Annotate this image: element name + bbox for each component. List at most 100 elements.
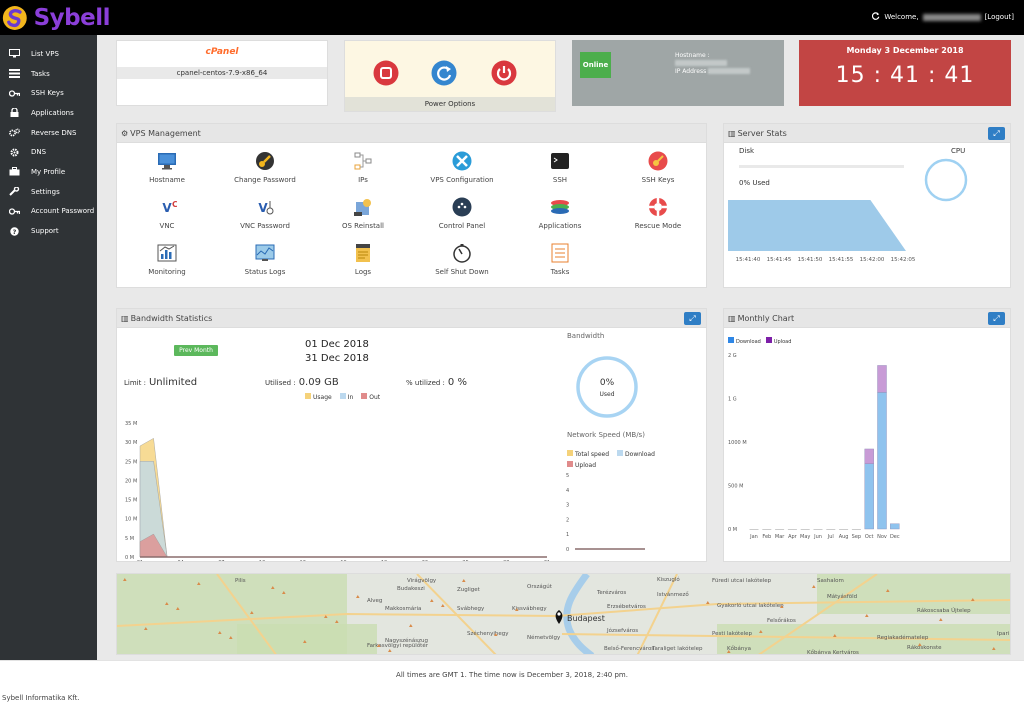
sidebar-item-label: SSH Keys [31, 89, 64, 98]
bandwidth-title: Bandwidth Statistics [130, 313, 213, 323]
map-peak-marker [282, 591, 286, 594]
vps-action-os-reinstall[interactable]: OS Reinstall [318, 197, 408, 230]
expand-button[interactable]: ⤢ [988, 312, 1005, 325]
sidebar-item-account-password[interactable]: Account Password [0, 202, 97, 222]
vps-action-hostname[interactable]: Hostname [122, 151, 212, 184]
vps-action-label: SSH [552, 176, 568, 184]
sidebar-item-my-profile[interactable]: My Profile [0, 162, 97, 182]
power-off-button[interactable] [491, 60, 517, 88]
brand-logo[interactable]: Sybell [0, 0, 111, 35]
map-label: Alveg [367, 598, 382, 604]
network-icon [354, 152, 372, 170]
vps-action-applications[interactable]: Applications [515, 197, 605, 230]
vps-action-ssh-keys[interactable]: SSH Keys [613, 151, 703, 184]
sybell-logo-icon [2, 5, 27, 30]
expand-button[interactable]: ⤢ [684, 312, 701, 325]
map-label: Terézváros [596, 589, 626, 596]
vps-action-change-password[interactable]: Change Password [220, 151, 310, 184]
bw-legend: Usage In Out [305, 393, 380, 401]
map-peak-marker [918, 643, 922, 646]
vps-action-control-panel[interactable]: Control Panel [417, 197, 507, 230]
bw-x-tick: 19 [381, 560, 387, 561]
vps-action-ips[interactable]: IPs [318, 151, 408, 184]
bw-x-tick: 22 [422, 560, 428, 561]
vps-action-rescue-mode[interactable]: Rescue Mode [613, 197, 703, 230]
username-redacted [922, 13, 981, 21]
sidebar-item-tasks[interactable]: Tasks [0, 64, 97, 84]
monitoring-icon [157, 244, 177, 262]
stop-button[interactable] [373, 60, 399, 88]
refresh-icon[interactable] [872, 12, 880, 22]
sidebar-item-dns[interactable]: DNS [0, 142, 97, 162]
bw-y-tick: 15 M [125, 498, 137, 504]
map-road [636, 574, 678, 654]
server-stats-chart: 15:41:40 15:41:45 15:41:50 15:41:55 15:42:00… [728, 200, 916, 263]
vps-action-logs[interactable]: Logs [318, 243, 408, 276]
sidebar-item-settings[interactable]: Settings [0, 182, 97, 202]
vps-action-vnc-password[interactable]: V VNC Password [220, 197, 310, 230]
limit-row: Limit : Unlimited [124, 377, 197, 388]
expand-button[interactable]: ⤢ [988, 127, 1005, 140]
limit-value: Unlimited [148, 377, 198, 388]
network-speed-chart: 0 1 2 3 4 5 [566, 473, 645, 553]
map-pin-icon[interactable] [555, 610, 563, 624]
map-canvas[interactable]: Pilis Virágvölgy Budakeszi Zugliget Országút… [117, 574, 1011, 655]
briefcase-icon [8, 167, 20, 177]
sidebar-item-applications[interactable]: Applications [0, 103, 97, 123]
vps-action-self-shut-down[interactable]: Self Shut Down [417, 243, 507, 276]
disk-bar [739, 165, 904, 168]
map-peak-marker [515, 608, 519, 611]
sidebar-item-reverse-dns[interactable]: Reverse DNS [0, 123, 97, 143]
vps-action-vnc[interactable]: V C VNC [122, 197, 212, 230]
monthly-bar-download [826, 529, 836, 530]
monthly-chart-title: Monthly Chart [737, 313, 795, 323]
monthly-x-tick: Apr [788, 534, 798, 540]
vps-action-status-logs[interactable]: Status Logs [220, 243, 310, 276]
lock-icon [8, 108, 20, 118]
vps-action-label: Control Panel [438, 222, 486, 230]
sidebar-item-list-vps[interactable]: List VPS [0, 44, 97, 64]
logout-link[interactable]: [Logout] [984, 13, 1014, 21]
bw-y-tick: 25 M [125, 459, 137, 465]
map-peak-marker [494, 633, 498, 636]
vps-action-vps-configuration[interactable]: VPS Configuration [417, 151, 507, 184]
monthly-x-tick: Jun [813, 534, 822, 540]
clock-card: Monday 3 December 2018 15 : 41 : 41 [799, 40, 1011, 106]
vps-management-header: ⚙ VPS Management [117, 124, 706, 143]
vps-action-monitoring[interactable]: Monitoring [122, 243, 212, 276]
sidebar-item-support[interactable]: ? Support [0, 221, 97, 241]
company-name: Sybell Informatika Kft. [2, 694, 80, 702]
vps-action-ssh[interactable]: SSH [515, 151, 605, 184]
location-map[interactable]: Pilis Virágvölgy Budakeszi Zugliget Országút… [116, 573, 1011, 655]
vps-management-title: VPS Management [130, 128, 201, 138]
gauge-sub: Used [599, 391, 615, 398]
legend-in: In [339, 393, 353, 401]
cpanel-card[interactable]: cPanel cpanel-centos-7.9-x86_64 [116, 40, 328, 106]
vps-action-label: OS Reinstall [342, 222, 384, 230]
stats-x-tick: 15:41:45 [767, 257, 792, 263]
svg-text:V: V [258, 201, 268, 215]
bw-x-tick: 25 [462, 560, 468, 561]
map-label: Felsőrákos [767, 617, 796, 624]
vps-action-tasks[interactable]: Tasks [515, 243, 605, 276]
monthly-bar-download [851, 529, 861, 530]
sidebar-item-label: Support [31, 227, 59, 236]
bw-x-tick: 13 [300, 560, 306, 561]
monthly-bar-download [749, 529, 759, 530]
sidebar-item-ssh-keys[interactable]: SSH Keys [0, 83, 97, 103]
map-peak-marker [430, 599, 434, 602]
restart-button[interactable] [431, 60, 457, 88]
control-panel-icon [452, 197, 472, 217]
sidebar-item-label: My Profile [31, 167, 66, 176]
monthly-x-tick: Nov [877, 534, 887, 540]
wrench-icon [8, 187, 20, 197]
prev-month-button[interactable]: Prev Month [174, 345, 218, 356]
map-label: Rákoscsaba Újtelep [917, 607, 971, 614]
map-peak-marker [812, 585, 816, 588]
map-peak-marker [250, 611, 254, 614]
power-options-label: Power Options [345, 97, 555, 111]
welcome-text: Welcome, [884, 13, 919, 21]
bandwidth-panel: ▥ Bandwidth Statistics ⤢ Prev Month 01 D… [116, 308, 707, 562]
map-peak-marker [886, 589, 890, 592]
sidebar: List VPS Tasks SSH Keys Applications Reverse… [0, 35, 97, 660]
